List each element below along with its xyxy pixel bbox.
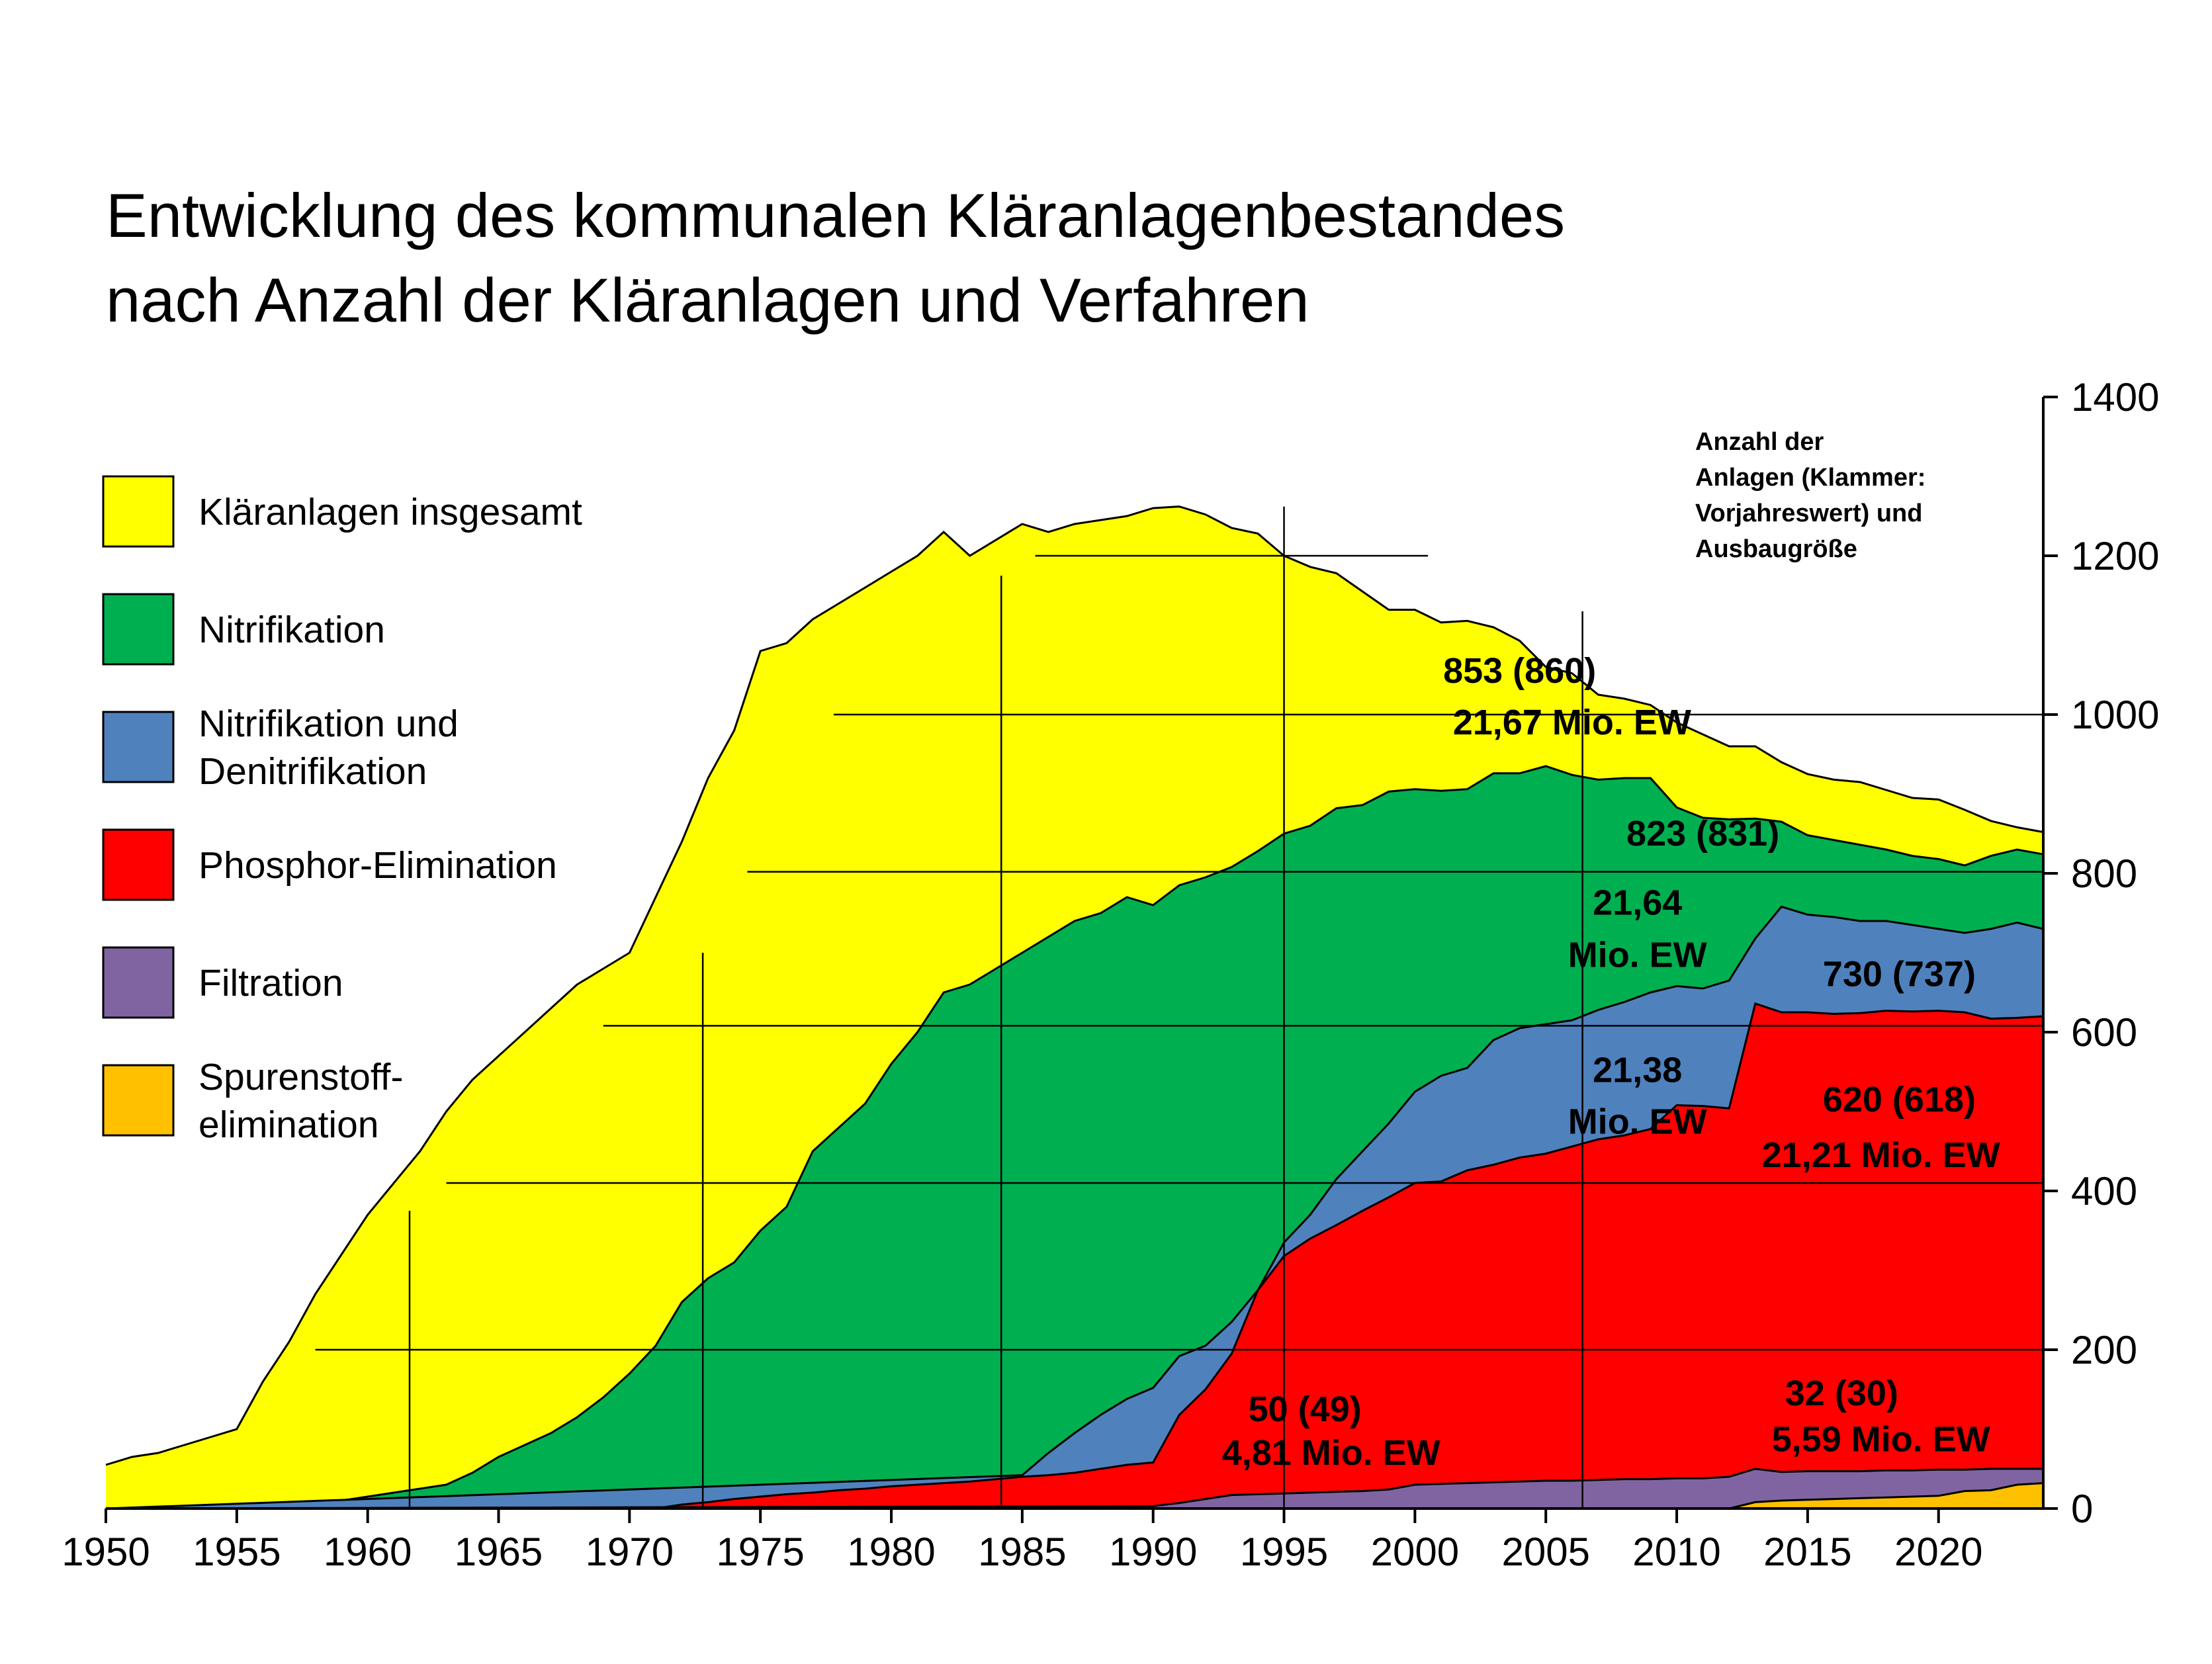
x-tick-label: 1975	[716, 1530, 804, 1574]
x-tick-label: 2020	[1894, 1530, 1982, 1574]
area-series-4	[106, 1003, 2043, 1509]
legend-label: Phosphor-Elimination	[199, 844, 557, 887]
y-tick-label: 400	[2071, 1169, 2137, 1213]
x-tick-label: 1965	[455, 1530, 543, 1574]
x-tick-label: 1985	[978, 1530, 1066, 1574]
data-label: 823 (831)	[1626, 814, 1779, 854]
legend-swatch	[102, 475, 175, 548]
data-label: 32 (30)	[1785, 1374, 1898, 1413]
axis-note: Anzahl der Anlagen (Klammer: Vorjahreswert…	[1695, 428, 1925, 563]
y-tick-label: 1400	[2071, 375, 2159, 419]
data-label: 5,59 Mio. EW	[1772, 1420, 1990, 1460]
legend-label: Kläranlagen insgesamt	[199, 491, 582, 533]
data-label: 853 (860)	[1443, 651, 1596, 691]
area-outline-1	[105, 505, 2044, 1466]
axis-note-line: Anzahl der	[1695, 428, 1824, 456]
data-label: 4,81 Mio. EW	[1222, 1433, 1440, 1473]
y-tick-label: 1000	[2071, 693, 2159, 737]
legend-swatch	[102, 1064, 175, 1137]
data-label: Mio. EW	[1568, 936, 1707, 975]
data-label: 21,21 Mio. EW	[1762, 1135, 2000, 1175]
data-label: 21,64	[1593, 883, 1682, 922]
plot-area: 1950 1955 1960 1965 1970 1975 1980 1985 1990 1995…	[62, 375, 2159, 1574]
legend-label: Filtration	[199, 962, 343, 1004]
area-series-5	[106, 1469, 2043, 1509]
area-outline-5	[105, 1467, 2043, 1510]
y-tick-label: 200	[2071, 1328, 2137, 1372]
y-tick-label: 800	[2071, 852, 2137, 896]
data-label: 730 (737)	[1823, 954, 1976, 994]
legend-swatch	[102, 828, 175, 901]
legend-swatch	[102, 711, 175, 783]
chart-title-line-1: Entwicklung des kommunalen Kläranlagenbe…	[106, 181, 1565, 250]
area-outline-4	[106, 1002, 2044, 1510]
area-outline-3	[105, 905, 2044, 1510]
legend-label: Nitrifikation	[199, 609, 385, 651]
x-tick-label: 1990	[1109, 1530, 1197, 1574]
x-tick-label: 1995	[1240, 1530, 1328, 1574]
y-tick-label: 1200	[2071, 534, 2159, 578]
axis-note-line: Anlagen (Klammer:	[1695, 464, 1925, 492]
legend-swatch	[102, 946, 175, 1019]
data-label: 21,67 Mio. EW	[1453, 703, 1691, 742]
x-tick-label: 2015	[1763, 1530, 1851, 1574]
axis-note-line: Vorjahreswert) und	[1695, 500, 1922, 527]
axis-note-line: Ausbaugröße	[1695, 535, 1857, 563]
legend-label: Denitrifikation	[199, 750, 427, 793]
x-tick-label: 1970	[586, 1530, 674, 1574]
legend-swatch	[102, 593, 175, 666]
x-tick-label: 2005	[1501, 1530, 1589, 1574]
x-tick-label: 1980	[847, 1530, 935, 1574]
x-tick-label: 1955	[193, 1530, 281, 1574]
legend-label: Nitrifikation und	[199, 703, 459, 745]
data-label: Mio. EW	[1568, 1102, 1707, 1142]
y-tick-label: 0	[2071, 1487, 2093, 1531]
legend-label: Spurenstoff-	[199, 1056, 403, 1098]
x-tick-label: 2010	[1632, 1530, 1720, 1574]
legend: Kläranlagen insgesamt Nitrifikation Nitrif…	[102, 475, 582, 1146]
area-outline-2	[106, 765, 2044, 1510]
chart-title-line-2: nach Anzahl der Kläranlagen und Verfahre…	[106, 265, 1309, 335]
data-label: 21,38	[1593, 1051, 1682, 1090]
x-tick-label: 1960	[324, 1530, 412, 1574]
data-label: 620 (618)	[1823, 1080, 1976, 1119]
x-tick-label: 1950	[62, 1530, 150, 1574]
area-series-6	[106, 1483, 2043, 1509]
y-tick-label: 600	[2071, 1010, 2137, 1055]
x-tick-label: 2000	[1371, 1530, 1459, 1574]
legend-label: elimination	[199, 1104, 378, 1146]
data-label: 50 (49)	[1249, 1389, 1362, 1429]
area-outline-6	[106, 1482, 2044, 1510]
